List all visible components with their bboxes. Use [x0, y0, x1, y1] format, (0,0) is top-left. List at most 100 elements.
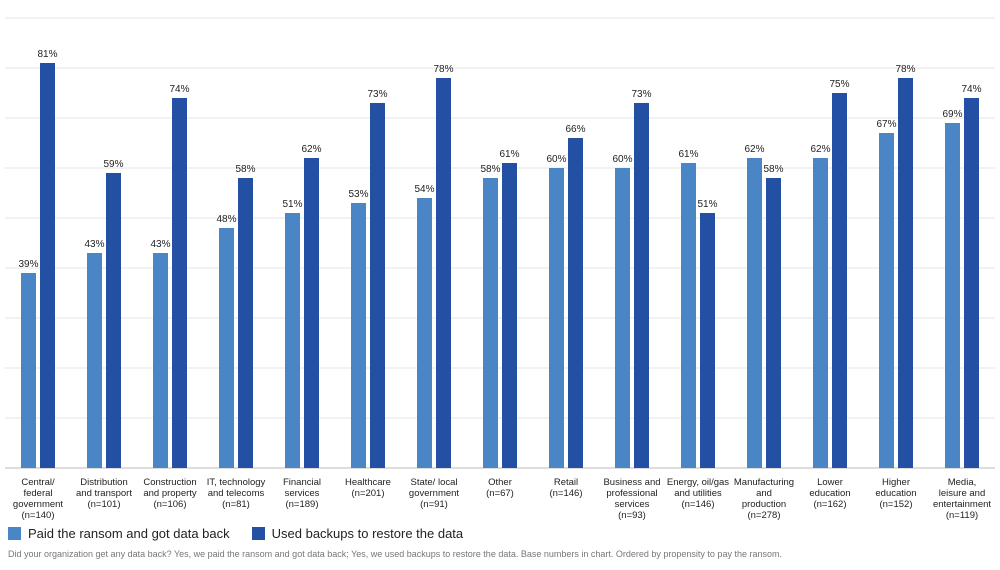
data-label: 74%: [961, 84, 981, 95]
bar: [879, 133, 894, 468]
bar: [483, 178, 498, 468]
data-label: 81%: [37, 49, 57, 60]
x-tick-label: Manufacturing: [734, 477, 794, 488]
data-label: 66%: [565, 124, 585, 135]
data-label: 62%: [301, 144, 321, 155]
bar: [219, 228, 234, 468]
x-tick-label: Lower: [817, 477, 843, 488]
bar: [172, 98, 187, 468]
x-tick-label: State/ local: [411, 477, 458, 488]
bar: [766, 178, 781, 468]
legend-item-backups: Used backups to restore the data: [251, 526, 464, 541]
x-tick-label: education: [875, 488, 916, 499]
bar: [417, 198, 432, 468]
x-tick-label: entertainment: [933, 499, 991, 510]
data-label: 59%: [103, 159, 123, 170]
x-tick-label: Construction: [143, 477, 196, 488]
x-tick-label: services: [285, 488, 320, 499]
bar: [964, 98, 979, 468]
data-label: 51%: [282, 199, 302, 210]
x-tick-label: (n=278): [747, 510, 780, 521]
bar: [813, 158, 828, 468]
legend: Paid the ransom and got data back Used b…: [8, 526, 485, 541]
data-label: 60%: [612, 154, 632, 165]
x-tick-label: (n=140): [21, 510, 54, 521]
bar: [106, 173, 121, 468]
x-tick-label: (n=91): [420, 499, 448, 510]
x-tick-label: (n=101): [87, 499, 120, 510]
bar: [945, 123, 960, 468]
bar: [238, 178, 253, 468]
bar: [436, 78, 451, 468]
legend-item-paid: Paid the ransom and got data back: [8, 526, 230, 541]
x-tick-label: (n=146): [549, 488, 582, 499]
legend-label-backups: Used backups to restore the data: [271, 526, 464, 541]
data-label: 58%: [480, 164, 500, 175]
data-label: 67%: [876, 119, 896, 130]
x-tick-label: (n=93): [618, 510, 646, 521]
bar: [568, 138, 583, 468]
bar: [304, 158, 319, 468]
bar: [153, 253, 168, 468]
x-tick-label: (n=67): [486, 488, 514, 499]
data-label: 78%: [895, 64, 915, 75]
x-tick-label: education: [809, 488, 850, 499]
bar: [634, 103, 649, 468]
x-tick-label: Distribution: [80, 477, 128, 488]
data-label: 58%: [235, 164, 255, 175]
data-label: 53%: [348, 189, 368, 200]
x-tick-label: Healthcare: [345, 477, 391, 488]
x-tick-label: (n=146): [681, 499, 714, 510]
x-tick-label: and utilities: [674, 488, 722, 499]
bar: [21, 273, 36, 468]
data-label: 73%: [631, 89, 651, 100]
x-tick-label: (n=201): [351, 488, 384, 499]
x-tick-label: government: [13, 499, 64, 510]
legend-swatch-paid: [8, 527, 21, 540]
data-label: 58%: [763, 164, 783, 175]
data-label: 62%: [810, 144, 830, 155]
x-tick-label: leisure and: [939, 488, 985, 499]
bar: [351, 203, 366, 468]
x-tick-label: IT, technology: [207, 477, 266, 488]
data-label: 48%: [216, 214, 236, 225]
bar: [898, 78, 913, 468]
data-label: 39%: [18, 259, 38, 270]
data-label: 78%: [433, 64, 453, 75]
legend-swatch-backups: [251, 527, 265, 540]
x-tick-label: (n=162): [813, 499, 846, 510]
data-label: 60%: [546, 154, 566, 165]
bar: [370, 103, 385, 468]
bar: [747, 158, 762, 468]
bar: [285, 213, 300, 468]
x-tick-label: Business and: [603, 477, 660, 488]
x-tick-label: production: [742, 499, 786, 510]
x-tick-label: and telecoms: [208, 488, 265, 499]
x-tick-label: and transport: [76, 488, 132, 499]
data-label: 62%: [744, 144, 764, 155]
x-tick-label: professional: [606, 488, 657, 499]
bar: [549, 168, 564, 468]
x-tick-label: (n=152): [879, 499, 912, 510]
bar: [700, 213, 715, 468]
bar: [40, 63, 55, 468]
x-tick-label: Media,: [948, 477, 977, 488]
legend-label-paid: Paid the ransom and got data back: [28, 526, 230, 541]
x-tick-label: Energy, oil/gas: [667, 477, 729, 488]
x-tick-label: Retail: [554, 477, 578, 488]
x-tick-label: federal: [23, 488, 52, 499]
data-label: 51%: [697, 199, 717, 210]
x-tick-label: (n=106): [153, 499, 186, 510]
data-label: 61%: [678, 149, 698, 160]
bar: [681, 163, 696, 468]
x-tick-label: Central/: [21, 477, 55, 488]
data-label: 73%: [367, 89, 387, 100]
x-tick-label: (n=119): [946, 510, 978, 521]
bar: [832, 93, 847, 468]
x-tick-label: Financial: [283, 477, 321, 488]
data-label: 69%: [942, 109, 962, 120]
bar: [502, 163, 517, 468]
data-label: 74%: [169, 84, 189, 95]
